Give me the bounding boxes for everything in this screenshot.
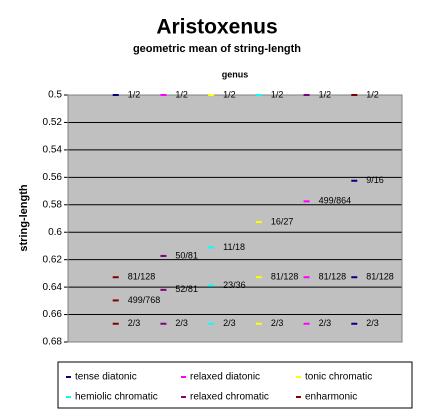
data-label: 2/3 [271,318,284,328]
data-label: 2/3 [223,318,236,328]
data-label: 1/2 [366,89,379,99]
legend-box [57,361,413,409]
data-label: 499/864 [319,196,352,206]
data-label: 52/81 [175,284,198,294]
data-label: 1/2 [128,89,141,99]
data-label: 81/128 [319,272,347,282]
plot-area [68,95,402,342]
y-tick-label: 0.62 [43,254,63,265]
legend-label: tonic chromatic [305,372,372,383]
data-label: 81/128 [271,272,299,282]
data-label: 50/81 [175,250,198,260]
data-label: 1/2 [271,89,284,99]
data-label: 23/36 [223,280,246,290]
data-label: 16/27 [271,216,294,226]
data-label: 81/128 [128,272,156,282]
y-tick-label: 0.68 [43,337,63,348]
data-label: 2/3 [175,318,188,328]
y-axis-title: string-length [18,184,30,251]
y-tick-label: 0.54 [43,145,63,156]
y-tick-label: 0.66 [43,309,63,320]
y-tick-label: 0.5 [48,90,62,101]
data-label: 1/2 [319,89,332,99]
chart-subtitle: geometric mean of string-length [133,43,301,55]
chart-title: Aristoxenus [156,16,277,39]
data-label: 11/18 [223,242,245,252]
y-tick-label: 0.64 [43,282,63,293]
legend-label: relaxed chromatic [190,392,269,403]
legend-label: hemiolic chromatic [75,392,158,403]
data-label: 9/16 [366,175,384,185]
data-label: 2/3 [366,318,379,328]
data-label: 2/3 [319,318,332,328]
y-tick-label: 0.56 [43,172,63,183]
y-tick-label: 0.6 [48,227,62,238]
data-label: 499/768 [128,295,161,305]
y-tick-label: 0.58 [43,199,63,210]
data-label: 1/2 [175,89,188,99]
legend-label: tense diatonic [75,372,137,383]
x-axis-title: genus [222,69,249,79]
y-tick-label: 0.52 [43,117,63,128]
data-label: 1/2 [223,89,236,99]
legend-label: relaxed diatonic [190,372,260,383]
legend-label: enharmonic [305,392,357,403]
data-label: 81/128 [366,272,394,282]
data-label: 2/3 [128,318,141,328]
plot-border [67,94,403,343]
